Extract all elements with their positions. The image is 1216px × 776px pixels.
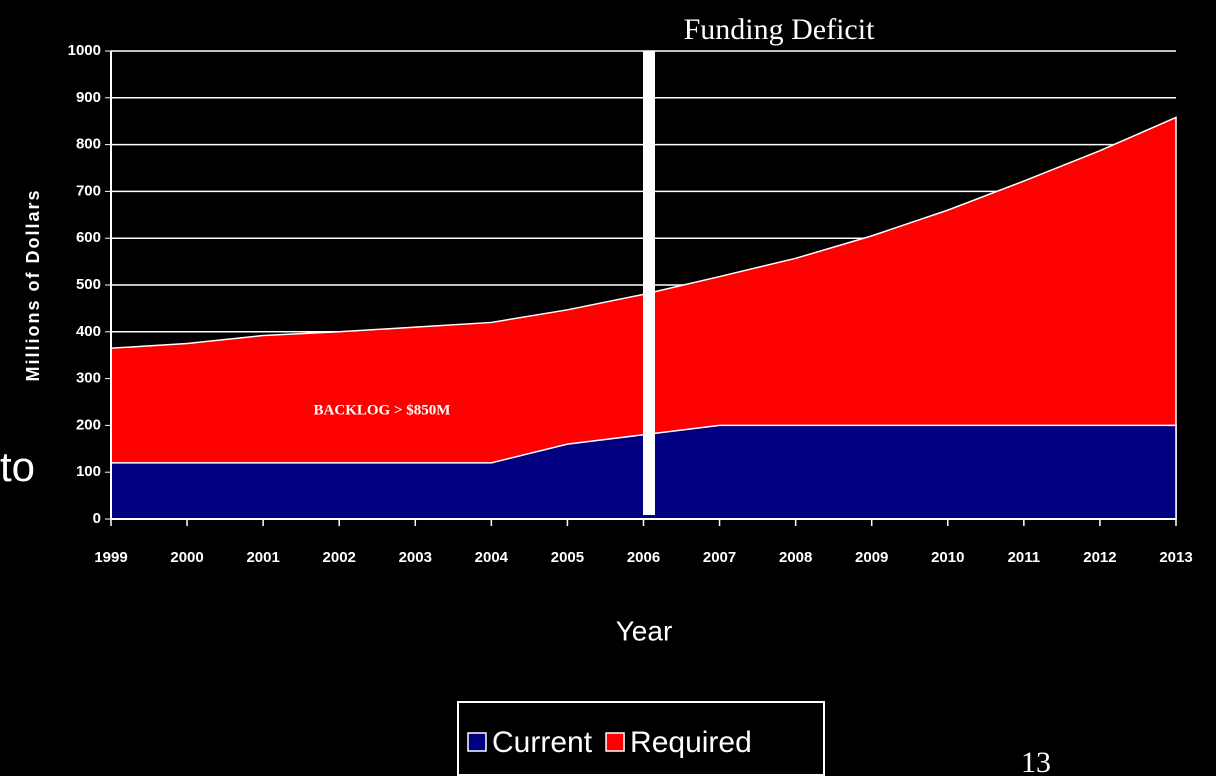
- page-number: 13: [1021, 746, 1051, 776]
- annotation: to: [0, 443, 35, 490]
- y-tick-label: 100: [76, 463, 101, 480]
- y-tick-label: 400: [76, 323, 101, 340]
- legend-label: Current: [492, 726, 593, 759]
- y-tick-label: 800: [76, 136, 101, 153]
- x-tick-label: 2004: [475, 549, 509, 566]
- legend-swatch: [605, 732, 625, 752]
- y-tick-label: 700: [76, 182, 101, 199]
- legend-label: Required: [630, 726, 752, 759]
- x-tick-label: 2006: [627, 549, 660, 566]
- legend-swatch: [467, 732, 487, 752]
- y-tick-label: 0: [93, 510, 101, 527]
- annotation: BACKLOG > $850M: [314, 402, 451, 418]
- x-tick-label: 2008: [779, 549, 812, 566]
- x-tick-label: 2002: [323, 549, 356, 566]
- y-tick-label: 600: [76, 229, 101, 246]
- x-axis-label: Year: [616, 615, 673, 646]
- x-tick-label: 2005: [551, 549, 584, 566]
- x-tick-label: 2010: [931, 549, 964, 566]
- x-tick-label: 2011: [1008, 549, 1041, 566]
- y-axis-label: Millions of Dollars: [23, 188, 43, 381]
- x-tick-label: 2013: [1159, 549, 1192, 566]
- deficit-marker: [643, 51, 655, 515]
- annotation: Funding Deficit: [684, 13, 875, 46]
- x-tick-label: 2012: [1083, 549, 1116, 566]
- x-tick-label: 2009: [855, 549, 888, 566]
- y-tick-label: 900: [76, 89, 101, 106]
- x-tick-label: 2001: [246, 549, 279, 566]
- y-tick-label: 300: [76, 370, 101, 387]
- y-tick-label: 500: [76, 276, 101, 293]
- x-tick-label: 2000: [170, 549, 203, 566]
- y-tick-label: 1000: [68, 42, 101, 59]
- x-tick-label: 2007: [703, 549, 736, 566]
- x-tick-label: 2003: [399, 549, 432, 566]
- legend: [457, 701, 825, 776]
- x-tick-label: 1999: [94, 549, 127, 566]
- y-tick-label: 200: [76, 416, 101, 433]
